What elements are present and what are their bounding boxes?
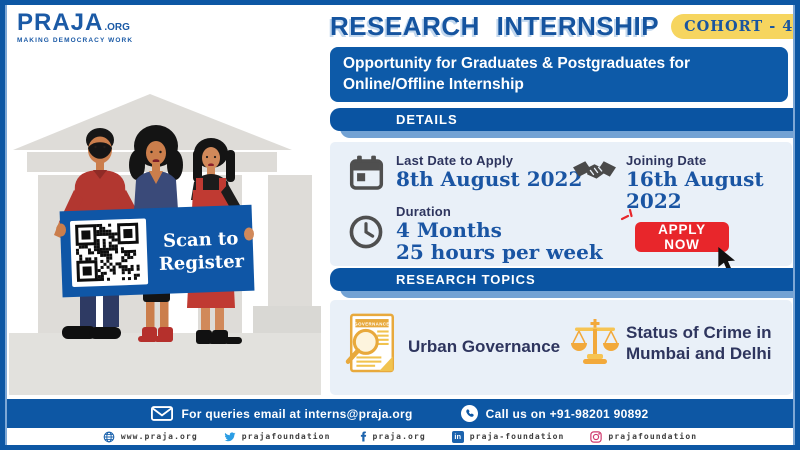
topics-heading: RESEARCH TOPICS	[396, 272, 536, 287]
facebook-icon	[360, 431, 366, 442]
email-text: For queries email at interns@praja.org	[181, 406, 413, 421]
click-spark-icon	[620, 208, 633, 221]
twitter-label: prajafoundation	[241, 432, 331, 441]
inner-border-left	[5, 5, 7, 445]
details-panel: Last Date to Apply 8th August 2022 Joini…	[330, 142, 792, 271]
scan-banner-line1: Scan to	[163, 228, 239, 252]
qr-code	[75, 222, 140, 282]
instagram-label: prajafoundation	[608, 432, 698, 441]
contact-bar: For queries email at interns@praja.org C…	[5, 399, 795, 428]
duration-value-hours: 25 hours per week	[396, 240, 603, 265]
phone-contact: Call us on +91-98201 90892	[460, 405, 649, 422]
details-section-bar: DETAILS	[330, 108, 795, 140]
calendar-icon	[349, 155, 384, 190]
joining-date-label: Joining Date	[626, 153, 707, 168]
email-contact: For queries email at interns@praja.org	[151, 406, 412, 421]
facebook-label: praja.org	[372, 432, 426, 441]
linkedin-label: praja-foundation	[469, 432, 565, 441]
governance-report-icon: GOVERNANCE	[345, 313, 395, 373]
envelope-icon	[151, 406, 174, 421]
man-hand	[56, 223, 66, 237]
scan-banner: Scan to Register	[59, 204, 255, 298]
joining-date-value: 16th August 2022	[626, 167, 764, 214]
clock-icon	[349, 215, 383, 249]
logo-brand-text: PRAJA	[17, 9, 104, 36]
details-heading: DETAILS	[396, 112, 458, 127]
report-caption: GOVERNANCE	[354, 321, 389, 326]
linkedin-link[interactable]: in praja-foundation	[451, 430, 565, 443]
logo-suffix-text: .ORG	[104, 22, 130, 33]
apply-now-label: APPLY NOW	[658, 222, 706, 252]
apply-now-button[interactable]: APPLY NOW	[620, 208, 735, 271]
scan-banner-line2: Register	[159, 251, 245, 275]
phone-icon	[460, 405, 478, 422]
twitter-link[interactable]: prajafoundation	[224, 431, 331, 443]
instagram-icon	[590, 430, 603, 443]
subtitle-banner: Opportunity for Graduates & Postgraduate…	[330, 47, 788, 103]
inner-border-right	[793, 5, 795, 445]
twitter-icon	[224, 431, 236, 441]
page-title: RESEARCH INTERNSHIP	[330, 11, 660, 41]
justice-scales-icon	[571, 319, 619, 364]
handshake-icon	[573, 161, 616, 179]
linkedin-icon: in	[451, 430, 464, 443]
instagram-link[interactable]: prajafoundation	[590, 430, 698, 443]
topic-crime-line2: Mumbai and Delhi	[626, 344, 772, 364]
topic-urban-governance: Urban Governance	[408, 337, 561, 356]
praja-logo: PRAJA .ORG MAKING DEMOCRACY WORK	[17, 9, 134, 45]
woman-hand	[244, 227, 254, 241]
duration-value-months: 4 Months	[396, 218, 502, 242]
last-date-value: 8th August 2022	[396, 167, 583, 191]
topic-crime-line1: Status of Crime in	[626, 323, 772, 342]
duration-label: Duration	[396, 204, 452, 219]
cohort-badge: COHORT - 4	[671, 14, 795, 39]
topics-panel: GOVERNANCE Urban Governance Status of Cr…	[330, 300, 792, 395]
website-link[interactable]: www.praja.org	[103, 431, 198, 443]
people-holding-qr-illustration: Scan to Register	[9, 94, 321, 395]
mouse-cursor-icon	[718, 247, 735, 271]
topics-section-bar: RESEARCH TOPICS	[330, 268, 795, 300]
phone-text: Call us on +91-98201 90892	[485, 406, 649, 421]
website-label: www.praja.org	[120, 432, 198, 441]
last-date-label: Last Date to Apply	[396, 153, 514, 168]
globe-icon	[103, 431, 115, 442]
social-bar: www.praja.org prajafoundation praja.org …	[5, 428, 795, 445]
facebook-link[interactable]: praja.org	[357, 431, 426, 442]
logo-tagline: MAKING DEMOCRACY WORK	[17, 37, 134, 44]
